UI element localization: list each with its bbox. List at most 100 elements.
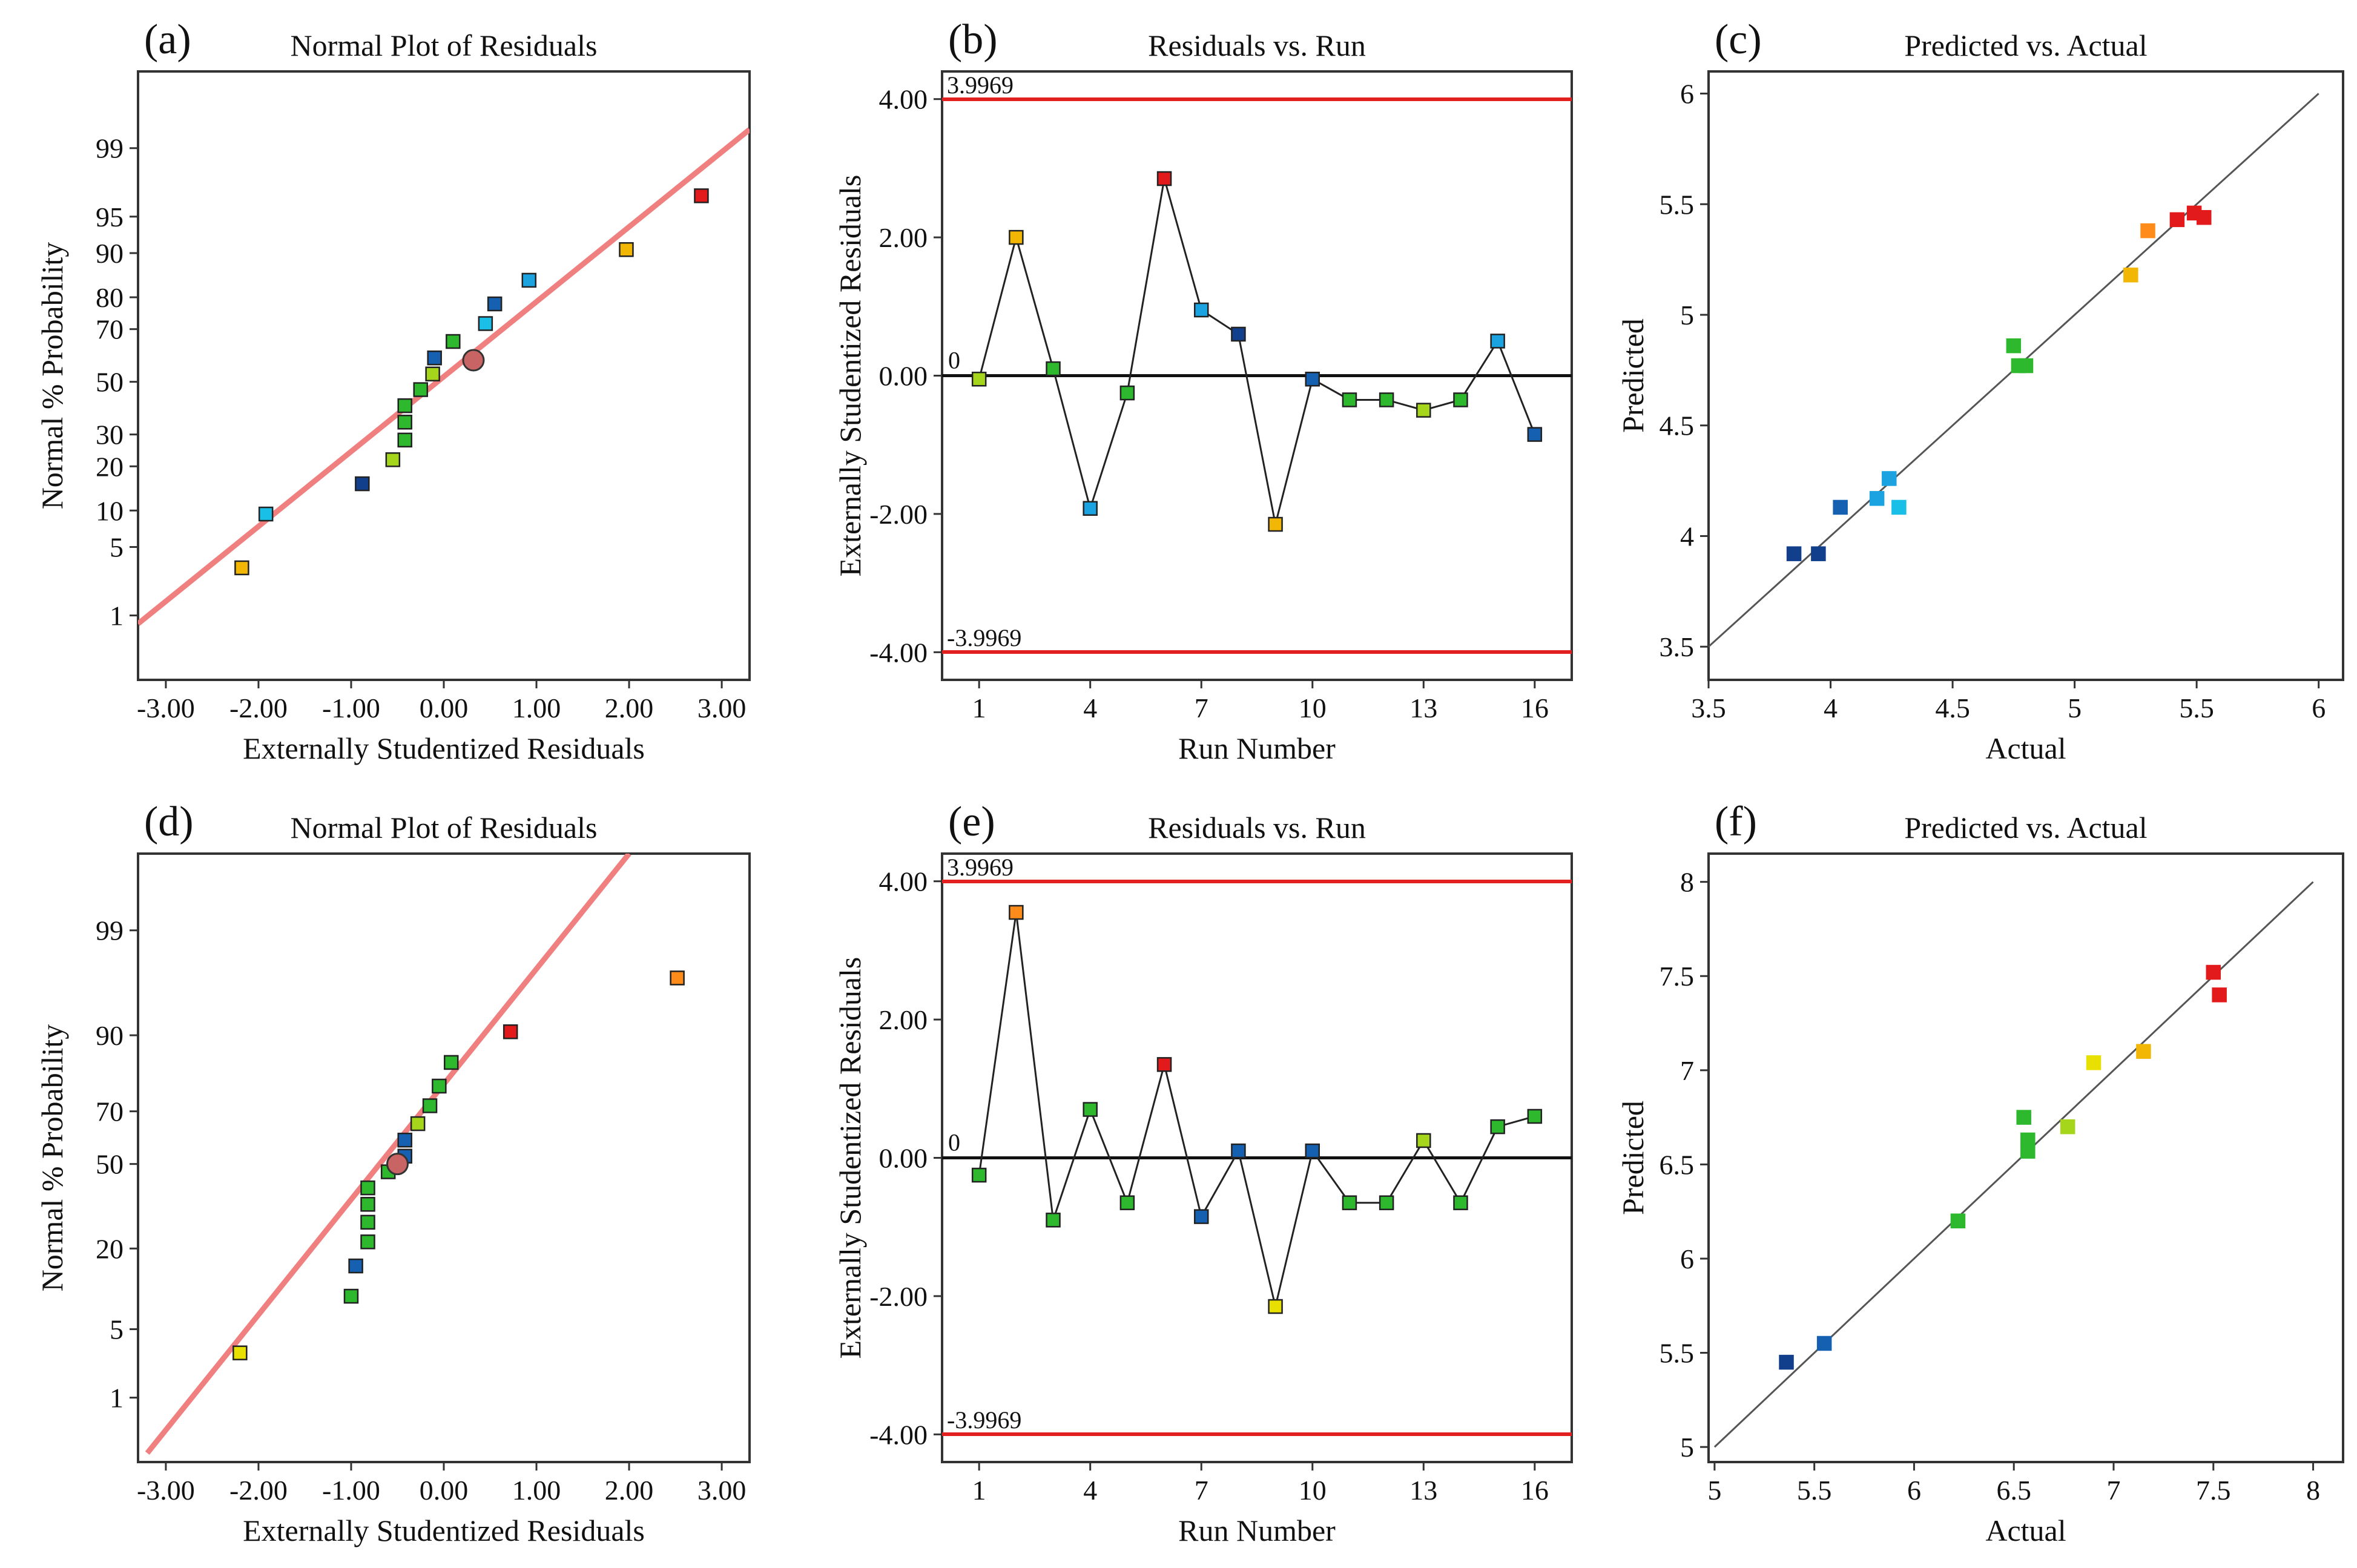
data-point bbox=[1779, 1354, 1794, 1370]
x-tick-label: 1.00 bbox=[512, 1475, 561, 1506]
x-tick-label: 0.00 bbox=[420, 1475, 469, 1506]
data-point bbox=[2196, 209, 2212, 225]
series-line bbox=[978, 178, 1536, 525]
data-point bbox=[1950, 1213, 1966, 1228]
y-tick-label: 99 bbox=[96, 133, 124, 164]
data-point bbox=[1811, 546, 1826, 561]
y-tick-label: -4.00 bbox=[869, 637, 928, 668]
y-axis-label: Externally Studentized Residuals bbox=[833, 957, 867, 1359]
x-tick-label: 8 bbox=[2306, 1475, 2320, 1506]
data-point bbox=[360, 1214, 375, 1230]
x-tick-label: 7 bbox=[1195, 1475, 1208, 1506]
data-point bbox=[503, 1024, 518, 1039]
data-point bbox=[1046, 1213, 1061, 1228]
data-point bbox=[1268, 516, 1283, 532]
data-point bbox=[1527, 427, 1543, 442]
data-point bbox=[2123, 267, 2138, 283]
y-tick-label: 5 bbox=[1680, 300, 1694, 331]
x-tick-label: 13 bbox=[1409, 1475, 1437, 1506]
x-axis-label: Run Number bbox=[1178, 731, 1336, 765]
data-point bbox=[971, 1167, 987, 1183]
data-point bbox=[1009, 904, 1024, 920]
x-tick-label: 16 bbox=[1521, 693, 1549, 723]
x-tick-label: 0.00 bbox=[420, 693, 469, 723]
data-point bbox=[1816, 1336, 1832, 1351]
y-tick-label: 20 bbox=[96, 1233, 124, 1264]
plot-area bbox=[138, 127, 750, 626]
y-tick-label: 4.5 bbox=[1660, 410, 1695, 441]
panel-label: (f) bbox=[1715, 799, 1757, 845]
center-point-marker bbox=[386, 1153, 409, 1176]
x-tick-label: 3.5 bbox=[1691, 693, 1726, 723]
series-line bbox=[978, 912, 1535, 1307]
panel-e: (e) Residuals vs. Run Run Number Externally… bbox=[833, 799, 1573, 1547]
data-point bbox=[410, 1116, 426, 1132]
data-point bbox=[2212, 987, 2227, 1003]
x-tick-label: -2.00 bbox=[229, 1475, 288, 1506]
data-point bbox=[397, 415, 412, 430]
y-tick-label: 1 bbox=[110, 601, 124, 631]
y-tick-label: 6 bbox=[1680, 79, 1694, 110]
data-point bbox=[360, 1234, 375, 1250]
y-tick-label: 20 bbox=[96, 451, 124, 482]
data-point bbox=[1193, 302, 1209, 318]
data-point bbox=[1231, 1143, 1246, 1159]
y-tick-label: 5.5 bbox=[1660, 189, 1695, 220]
y-tick-label: 2.00 bbox=[879, 1004, 928, 1035]
y-tick-label: 90 bbox=[96, 1020, 124, 1051]
data-point bbox=[1119, 385, 1135, 401]
y-tick-label: 95 bbox=[96, 202, 124, 232]
data-point bbox=[258, 506, 274, 522]
data-point bbox=[1891, 499, 1907, 515]
panel-c: (c) Predicted vs. Actual Actual Predicted 3.… bbox=[1616, 16, 2344, 765]
data-point bbox=[670, 970, 685, 986]
x-tick-label: 7.5 bbox=[2196, 1475, 2231, 1506]
y-tick-label: 3.5 bbox=[1660, 631, 1695, 662]
data-point bbox=[694, 188, 709, 203]
x-tick-label: 1.00 bbox=[512, 693, 561, 723]
data-point bbox=[397, 398, 412, 413]
y-tick-label: 70 bbox=[96, 314, 124, 345]
data-point bbox=[1305, 371, 1320, 387]
upper-limit-label: 3.9969 bbox=[947, 71, 1014, 99]
x-axis-label: Run Number bbox=[1178, 1514, 1336, 1547]
chart-title: Residuals vs. Run bbox=[1148, 28, 1366, 62]
y-axis-label: Predicted bbox=[1616, 318, 1650, 433]
x-tick-label: 5.5 bbox=[1797, 1475, 1832, 1506]
y-tick-label: -2.00 bbox=[869, 1281, 928, 1312]
data-point bbox=[478, 316, 493, 331]
y-tick-label: 5 bbox=[110, 532, 124, 563]
panel-label: (d) bbox=[144, 799, 194, 845]
y-axis-label: Normal % Probability bbox=[35, 242, 69, 510]
x-tick-label: 4 bbox=[1083, 1475, 1097, 1506]
data-point bbox=[1882, 471, 1897, 486]
data-point bbox=[2020, 1144, 2036, 1159]
x-tick-label: 5 bbox=[2068, 693, 2082, 723]
data-point bbox=[1083, 1102, 1098, 1117]
plot-frame bbox=[1707, 852, 2344, 1463]
x-tick-label: 5.5 bbox=[2179, 693, 2214, 723]
data-point bbox=[397, 1132, 412, 1148]
data-point bbox=[1833, 499, 1848, 515]
normal-fit-line bbox=[138, 127, 750, 626]
y-tick-label: 8 bbox=[1680, 867, 1694, 898]
x-tick-label: 1 bbox=[972, 1475, 986, 1506]
plot-area bbox=[1709, 93, 2319, 648]
x-tick-label: 10 bbox=[1299, 693, 1327, 723]
y-axis-label: Externally Studentized Residuals bbox=[833, 175, 867, 577]
y-tick-label: 50 bbox=[96, 1149, 124, 1180]
data-point bbox=[1156, 171, 1172, 186]
x-tick-label: 13 bbox=[1409, 693, 1437, 723]
x-tick-label: -3.00 bbox=[137, 1475, 195, 1506]
data-point bbox=[1268, 1299, 1283, 1314]
x-tick-label: 2.00 bbox=[605, 693, 654, 723]
data-point bbox=[487, 296, 503, 312]
x-axis-label: Actual bbox=[1985, 731, 2066, 765]
data-point bbox=[1416, 403, 1431, 418]
data-point bbox=[446, 334, 461, 349]
y-tick-label: 4.00 bbox=[879, 84, 928, 115]
y-tick-label: -4.00 bbox=[869, 1419, 928, 1450]
chart-title: Normal Plot of Residuals bbox=[291, 811, 598, 845]
x-tick-label: 6 bbox=[1907, 1475, 1921, 1506]
data-point bbox=[1046, 361, 1061, 377]
